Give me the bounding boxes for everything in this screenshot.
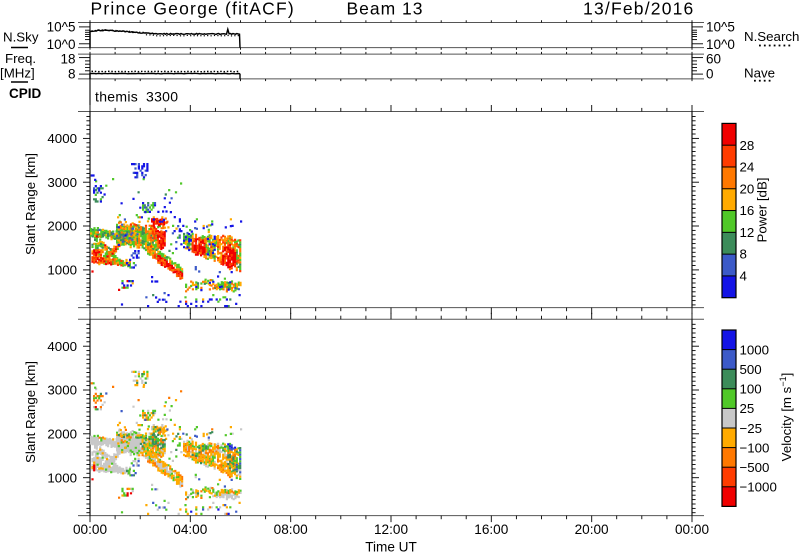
- svg-text:2000: 2000: [47, 219, 77, 234]
- svg-text:2000: 2000: [47, 426, 77, 441]
- svg-text:10^5: 10^5: [706, 20, 735, 35]
- svg-text:10^5: 10^5: [47, 20, 76, 35]
- svg-text:20:00: 20:00: [575, 522, 609, 537]
- svg-text:Velocity [m s−1]: Velocity [m s−1]: [778, 373, 794, 462]
- svg-text:themis: themis: [95, 89, 138, 105]
- svg-text:8: 8: [740, 247, 747, 262]
- svg-text:4000: 4000: [47, 339, 77, 354]
- svg-text:3300: 3300: [146, 89, 178, 105]
- svg-text:60: 60: [706, 52, 721, 67]
- svg-text:CPID: CPID: [9, 86, 42, 101]
- svg-text:4000: 4000: [47, 131, 77, 146]
- svg-text:08:00: 08:00: [274, 522, 308, 537]
- svg-text:Power [dB]: Power [dB]: [755, 177, 770, 242]
- svg-text:1000: 1000: [47, 470, 77, 485]
- svg-text:Beam 13: Beam 13: [346, 0, 423, 19]
- svg-text:1000: 1000: [47, 263, 77, 278]
- svg-text:13/Feb/2016: 13/Feb/2016: [583, 0, 694, 19]
- svg-text:10^0: 10^0: [706, 37, 735, 52]
- svg-text:[MHz]: [MHz]: [0, 66, 35, 81]
- svg-text:Slant Range [km]: Slant Range [km]: [23, 361, 38, 463]
- svg-text:8: 8: [68, 67, 76, 82]
- svg-text:24: 24: [740, 160, 755, 175]
- svg-text:10^0: 10^0: [47, 37, 76, 52]
- svg-text:00:00: 00:00: [73, 522, 107, 537]
- svg-text:500: 500: [740, 362, 762, 377]
- svg-text:12:00: 12:00: [374, 522, 408, 537]
- svg-text:16: 16: [740, 203, 755, 218]
- svg-text:3000: 3000: [47, 175, 77, 190]
- svg-text:−100: −100: [740, 440, 770, 455]
- svg-text:20: 20: [740, 181, 755, 196]
- svg-text:Time UT: Time UT: [365, 540, 417, 554]
- svg-text:25: 25: [740, 401, 755, 416]
- svg-text:Prince George (fitACF): Prince George (fitACF): [91, 0, 295, 19]
- svg-text:28: 28: [740, 138, 755, 153]
- svg-text:16:00: 16:00: [474, 522, 508, 537]
- svg-text:1000: 1000: [740, 342, 770, 357]
- svg-text:18: 18: [60, 52, 75, 67]
- svg-text:04:00: 04:00: [173, 522, 207, 537]
- svg-text:00:00: 00:00: [675, 522, 709, 537]
- svg-text:−500: −500: [740, 460, 770, 475]
- svg-text:100: 100: [740, 382, 762, 397]
- svg-text:0: 0: [706, 67, 714, 82]
- svg-text:N.Sky: N.Sky: [3, 30, 39, 45]
- svg-text:−1000: −1000: [740, 480, 777, 495]
- svg-text:4: 4: [740, 269, 747, 284]
- svg-text:−25: −25: [740, 421, 763, 436]
- svg-text:3000: 3000: [47, 383, 77, 398]
- svg-text:12: 12: [740, 225, 755, 240]
- svg-text:N.Search: N.Search: [744, 29, 799, 44]
- svg-text:Nave: Nave: [744, 66, 775, 81]
- svg-text:Freq.: Freq.: [5, 51, 36, 66]
- svg-text:Slant Range [km]: Slant Range [km]: [23, 153, 38, 255]
